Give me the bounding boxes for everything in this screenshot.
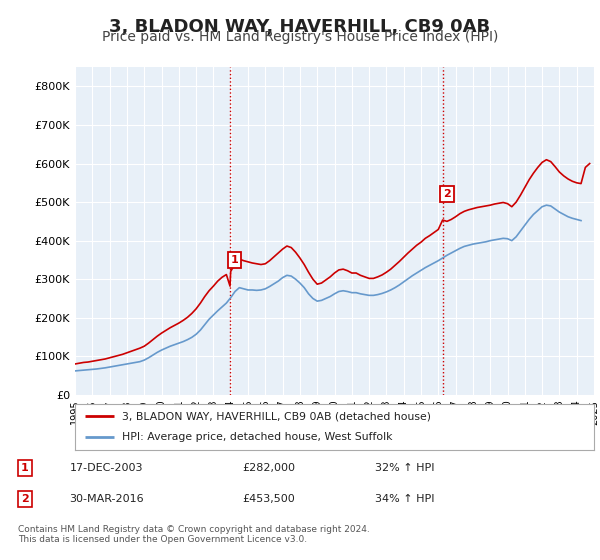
Text: £453,500: £453,500 xyxy=(242,494,295,504)
Text: 34% ↑ HPI: 34% ↑ HPI xyxy=(375,494,434,504)
Text: 1: 1 xyxy=(230,255,238,265)
Text: 2: 2 xyxy=(443,189,451,199)
Text: 17-DEC-2003: 17-DEC-2003 xyxy=(70,463,143,473)
Text: 3, BLADON WAY, HAVERHILL, CB9 0AB: 3, BLADON WAY, HAVERHILL, CB9 0AB xyxy=(109,18,491,36)
Text: 32% ↑ HPI: 32% ↑ HPI xyxy=(375,463,434,473)
Text: 2: 2 xyxy=(21,494,29,504)
Text: 3, BLADON WAY, HAVERHILL, CB9 0AB (detached house): 3, BLADON WAY, HAVERHILL, CB9 0AB (detac… xyxy=(122,411,431,421)
Text: 1: 1 xyxy=(21,463,29,473)
Text: Contains HM Land Registry data © Crown copyright and database right 2024.
This d: Contains HM Land Registry data © Crown c… xyxy=(18,525,370,544)
Text: Price paid vs. HM Land Registry's House Price Index (HPI): Price paid vs. HM Land Registry's House … xyxy=(102,30,498,44)
Text: 30-MAR-2016: 30-MAR-2016 xyxy=(70,494,144,504)
Text: HPI: Average price, detached house, West Suffolk: HPI: Average price, detached house, West… xyxy=(122,432,392,442)
Text: £282,000: £282,000 xyxy=(242,463,295,473)
